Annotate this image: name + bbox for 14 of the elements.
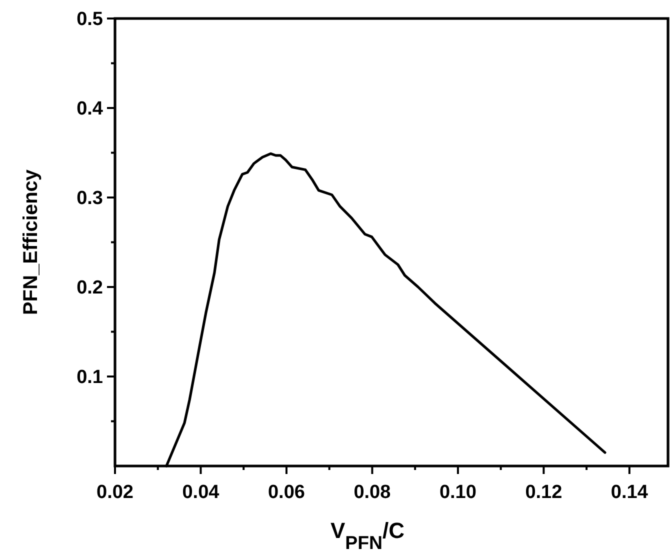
x-axis-title: V$_{PFN}$/C (330, 518, 405, 552)
x-tick-label: 0.04 (182, 482, 220, 503)
x-tick-label: 0.02 (96, 482, 134, 503)
y-tick-label: 0.5 (76, 9, 104, 30)
y-tick-label: 0.4 (76, 98, 104, 120)
x-tick-label: 0.10 (439, 482, 476, 503)
y-tick-label: 0.1 (76, 367, 104, 388)
x-tick-label: 0.08 (354, 482, 391, 503)
y-tick-label: 0.3 (76, 188, 103, 210)
y-tick-label: 0.2 (76, 278, 103, 299)
x-tick-label: 0.12 (525, 482, 562, 503)
x-tick-label: 0.14 (610, 482, 648, 503)
y-axis-title: PFN_Efficiency (20, 168, 42, 316)
x-tick-label: 0.06 (268, 482, 305, 503)
